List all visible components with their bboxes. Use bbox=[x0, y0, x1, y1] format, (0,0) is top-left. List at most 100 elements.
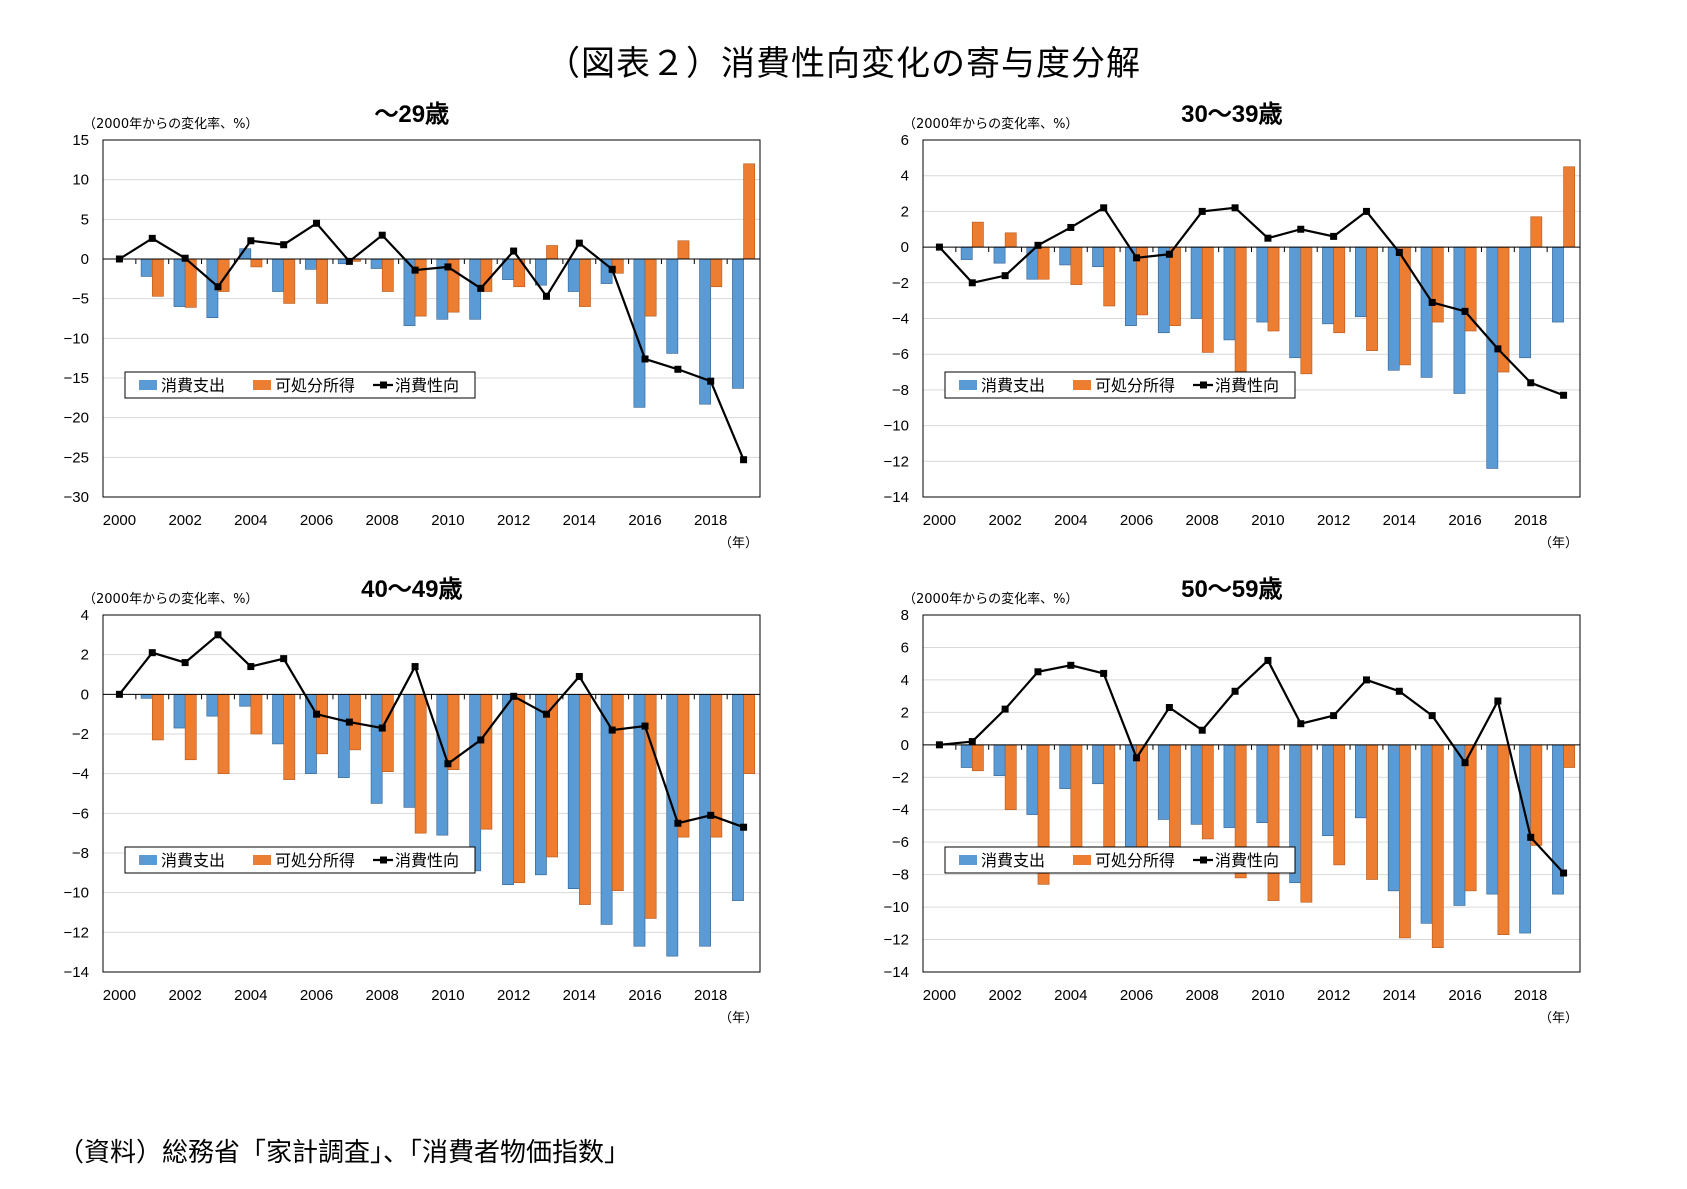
propensity-line bbox=[118, 633, 744, 829]
legend-label: 消費性向 bbox=[395, 851, 459, 870]
y-tick-label: 8 bbox=[901, 607, 909, 624]
legend-swatch bbox=[1073, 380, 1091, 390]
income-bar-2017 bbox=[1497, 744, 1510, 935]
propensity-marker-2001 bbox=[148, 649, 156, 657]
chart-svg: ～29歳 （2000年からの変化率、%） −30 −25 −20 −15 −10 −5 0 5 10… bbox=[64, 100, 761, 551]
spending-bar-2004 bbox=[1059, 246, 1072, 266]
income-bar-2014 bbox=[1399, 246, 1411, 366]
x-tick-label: 2008 bbox=[366, 987, 399, 1004]
propensity-marker-2002 bbox=[181, 254, 189, 262]
spending-bar-2005 bbox=[272, 258, 284, 292]
income-bar-2018 bbox=[1530, 216, 1543, 248]
propensity-marker-2003 bbox=[214, 631, 222, 639]
y-tick-label: 4 bbox=[901, 168, 909, 185]
legend-label: 消費性向 bbox=[1215, 376, 1279, 395]
y-unit-label: （2000年からの変化率、%） bbox=[83, 116, 258, 132]
propensity-marker-2017 bbox=[1494, 697, 1502, 705]
propensity-marker-2010 bbox=[1264, 234, 1272, 242]
y-tick-label: 15 bbox=[72, 132, 89, 149]
spending-bar-2007 bbox=[337, 694, 350, 778]
spending-bar-2016 bbox=[1453, 744, 1466, 906]
propensity-marker-2013 bbox=[1362, 207, 1370, 215]
income-bar-2013 bbox=[1366, 246, 1378, 351]
income-bar-2007 bbox=[1169, 744, 1181, 856]
income-bar-2004 bbox=[250, 258, 263, 268]
spending-bar-2008 bbox=[370, 258, 383, 269]
propensity-marker-2015 bbox=[608, 726, 616, 734]
x-unit-label: （年） bbox=[719, 536, 758, 551]
x-unit-label: （年） bbox=[719, 1011, 758, 1026]
propensity-marker-2016 bbox=[641, 722, 649, 730]
income-bar-2001 bbox=[151, 258, 164, 297]
x-unit-label: （年） bbox=[1539, 1011, 1578, 1026]
propensity-marker-2015 bbox=[608, 265, 616, 273]
spending-bar-2006 bbox=[305, 258, 317, 270]
spending-bar-2002 bbox=[993, 744, 1006, 776]
propensity-marker-2012 bbox=[1330, 232, 1338, 240]
income-bar-2002 bbox=[1004, 232, 1017, 248]
legend-swatch bbox=[1073, 855, 1091, 865]
propensity-marker-2005 bbox=[280, 655, 288, 663]
x-tick-label: 2014 bbox=[1383, 512, 1416, 529]
propensity-marker-2016 bbox=[1461, 307, 1469, 315]
income-bar-2019 bbox=[743, 163, 756, 260]
propensity-marker-2011 bbox=[477, 284, 485, 292]
y-tick-label: 10 bbox=[72, 172, 89, 189]
x-tick-label: 2002 bbox=[168, 512, 201, 529]
spending-bar-2013 bbox=[535, 694, 547, 876]
propensity-marker-2018 bbox=[1527, 833, 1535, 841]
propensity-marker-2013 bbox=[542, 292, 550, 300]
y-tick-label: −2 bbox=[72, 726, 89, 743]
income-bar-2002 bbox=[184, 694, 197, 761]
y-tick-label: −20 bbox=[64, 410, 89, 427]
chart-title: 30～39歳 bbox=[1181, 100, 1282, 128]
propensity-marker-2009 bbox=[1231, 204, 1239, 212]
propensity-marker-2013 bbox=[542, 710, 550, 718]
x-tick-label: 2004 bbox=[234, 512, 267, 529]
propensity-marker-2002 bbox=[181, 659, 189, 667]
x-tick-label: 2004 bbox=[234, 987, 267, 1004]
legend-swatch bbox=[253, 380, 271, 390]
income-bar-2010 bbox=[1267, 744, 1280, 901]
legend-swatch bbox=[253, 855, 271, 865]
y-tick-label: 6 bbox=[901, 639, 909, 656]
legend-box bbox=[944, 846, 1296, 874]
spending-bar-2012 bbox=[1322, 246, 1334, 325]
spending-bar-2013 bbox=[535, 258, 547, 286]
spending-bar-2016 bbox=[633, 694, 646, 947]
x-tick-label: 2016 bbox=[628, 512, 661, 529]
spending-bar-2018 bbox=[699, 694, 712, 947]
income-bar-2019 bbox=[743, 694, 756, 774]
x-tick-label: 2000 bbox=[923, 987, 956, 1004]
source-note: （資料）総務省「家計調査」、「消費者物価指数」 bbox=[58, 1138, 631, 1168]
propensity-marker-2006 bbox=[313, 219, 321, 227]
x-tick-label: 2008 bbox=[1186, 987, 1219, 1004]
propensity-marker-2009 bbox=[411, 663, 419, 671]
x-tick-label: 2010 bbox=[431, 987, 464, 1004]
propensity-marker-2007 bbox=[1165, 250, 1173, 258]
x-tick-label: 2006 bbox=[300, 512, 333, 529]
spending-bar-2003 bbox=[206, 694, 219, 717]
chart-panel-40-49: 40～49歳 （2000年からの変化率、%） −14 −12 −10 −8 −6 −4 −2 0 2… bbox=[15, 575, 850, 1085]
y-tick-label: −12 bbox=[884, 932, 909, 949]
legend: 消費支出 可処分所得 消費性向 bbox=[124, 846, 476, 874]
income-bar-2017 bbox=[677, 694, 690, 838]
y-tick-label: −12 bbox=[884, 453, 909, 470]
income-bar-2002 bbox=[1004, 744, 1017, 811]
spending-bar-2014 bbox=[1387, 744, 1400, 892]
x-unit-label: （年） bbox=[1539, 536, 1578, 551]
propensity-marker-2000 bbox=[115, 690, 123, 698]
spending-bar-2017 bbox=[1486, 744, 1499, 895]
legend-label: 消費性向 bbox=[1215, 851, 1279, 870]
income-bar-2017 bbox=[677, 240, 690, 260]
y-tick-label: −4 bbox=[892, 311, 909, 328]
spending-bar-2016 bbox=[1453, 246, 1466, 394]
legend-box bbox=[124, 371, 476, 399]
y-tick-label: −5 bbox=[72, 291, 89, 308]
spending-bar-2017 bbox=[1486, 246, 1499, 469]
propensity-marker-2015 bbox=[1428, 298, 1436, 306]
propensity-marker-2010 bbox=[444, 760, 452, 768]
spending-bar-2014 bbox=[1387, 246, 1400, 371]
spending-bar-2005 bbox=[272, 694, 284, 745]
propensity-marker-2018 bbox=[1527, 379, 1535, 387]
